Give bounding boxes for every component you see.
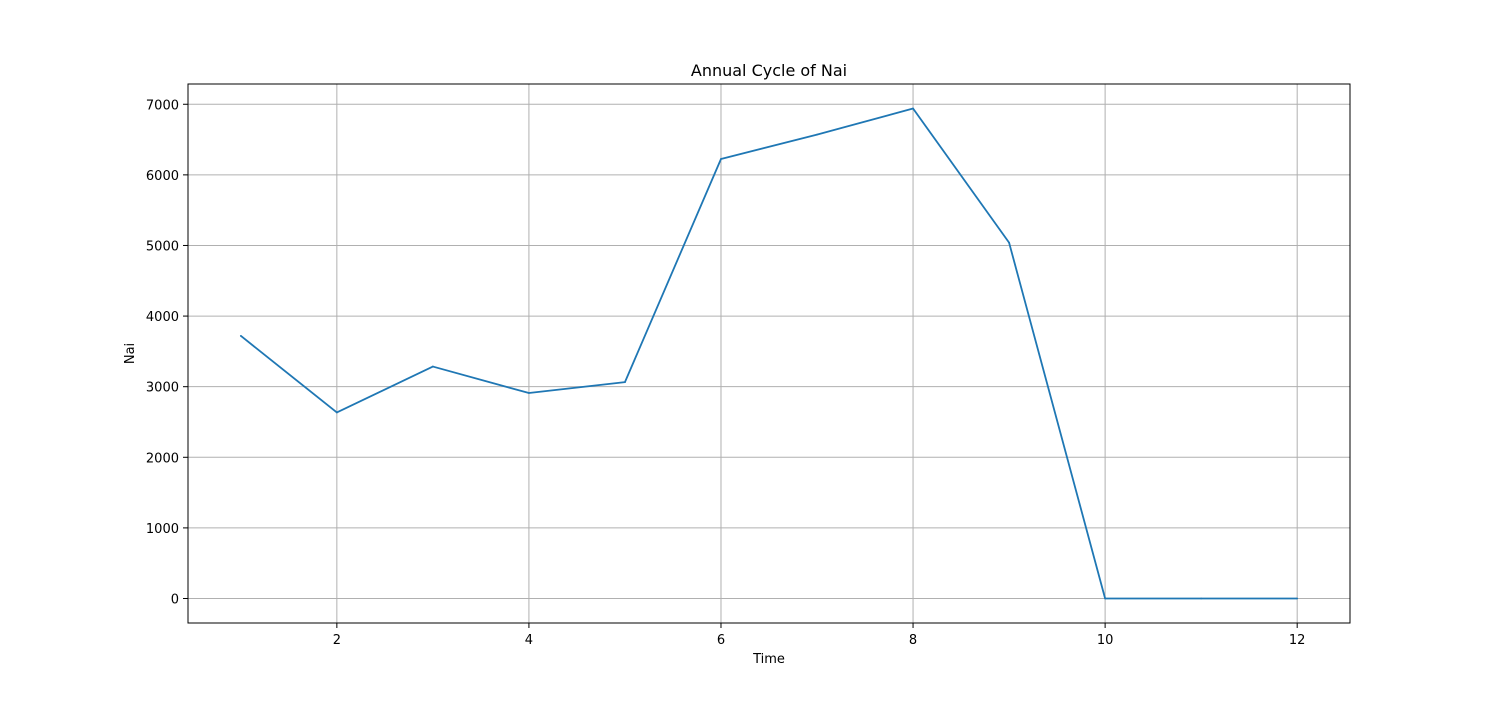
y-tick-label: 0 — [171, 593, 179, 608]
y-tick-label: 1000 — [146, 522, 179, 537]
x-tick-label: 12 — [1289, 633, 1306, 648]
data-point — [720, 158, 722, 160]
data-point — [1008, 241, 1010, 244]
data-point — [1200, 597, 1203, 600]
series-layer — [239, 107, 1299, 600]
grid-lines — [188, 84, 1350, 623]
series-line — [240, 107, 1298, 600]
x-tick-label: 8 — [909, 633, 917, 648]
y-tick-label: 2000 — [146, 451, 179, 466]
data-point — [912, 107, 914, 110]
x-tick-label: 10 — [1097, 633, 1114, 648]
data-point — [239, 334, 242, 337]
x-tick-label: 4 — [525, 633, 533, 648]
y-axis-label: Nai — [123, 343, 138, 364]
data-point — [431, 365, 434, 368]
data-point — [1296, 597, 1299, 600]
y-tick-label: 6000 — [146, 169, 179, 184]
chart-title: Annual Cycle of Nai — [691, 61, 847, 80]
data-point — [528, 392, 530, 394]
axis-ticks: 2 4 6 8 10 12 0 1000 2000 3000 4000 5000 6000 7000 — [146, 98, 1306, 648]
x-axis-label: Time — [752, 652, 785, 667]
y-tick-label: 5000 — [146, 239, 179, 254]
x-tick-label: 6 — [717, 633, 725, 648]
y-tick-label: 7000 — [146, 98, 179, 113]
data-point — [624, 381, 626, 383]
plot-area-frame — [187, 83, 1351, 624]
y-tick-label: 4000 — [146, 310, 179, 325]
data-point — [816, 133, 818, 136]
x-tick-label: 2 — [333, 633, 341, 648]
data-point — [1104, 597, 1107, 600]
y-tick-label: 3000 — [146, 381, 179, 396]
data-point — [335, 411, 338, 414]
